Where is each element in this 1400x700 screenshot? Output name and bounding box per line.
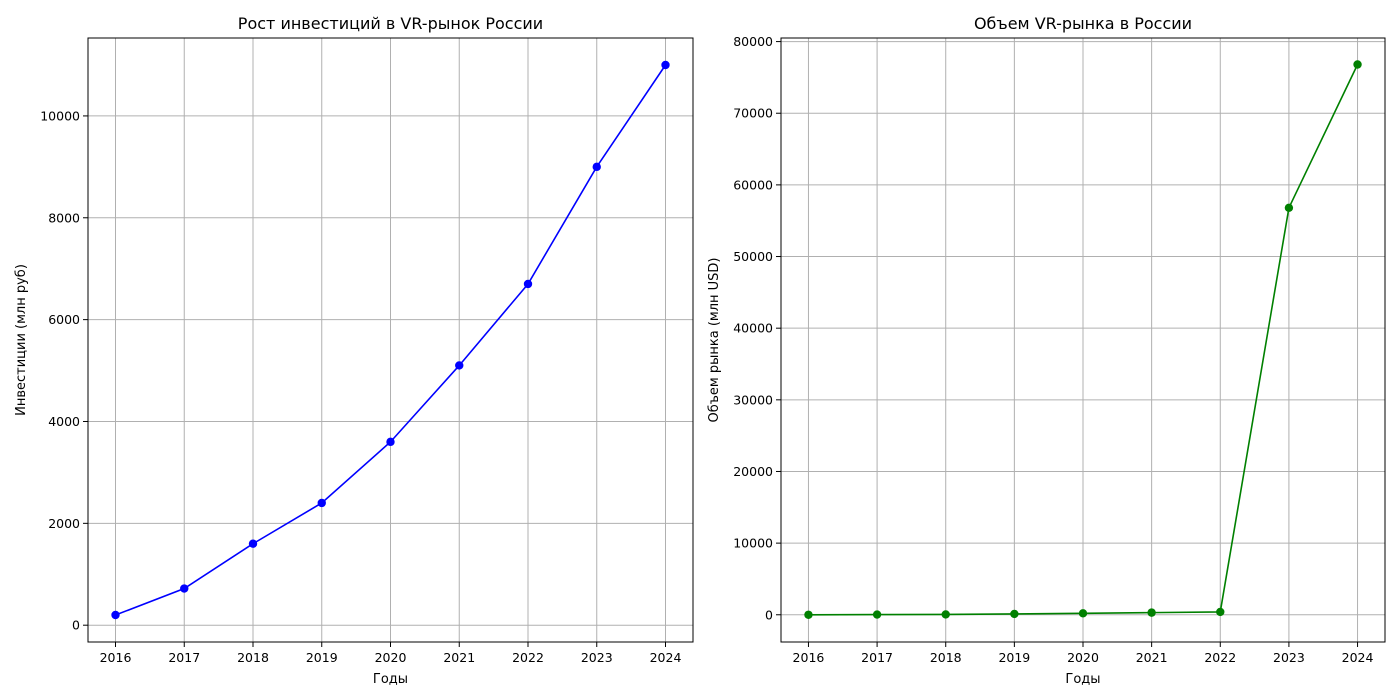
x-tick-label: 2016 (793, 650, 825, 665)
y-axis-label: Объем рынка (млн USD) (707, 257, 722, 422)
y-tick-label: 0 (72, 618, 80, 633)
x-tick-label: 2023 (581, 650, 613, 665)
y-tick-label: 10000 (40, 108, 80, 123)
y-tick-label: 30000 (733, 392, 773, 407)
y-tick-label: 6000 (48, 312, 80, 327)
data-point (1078, 609, 1088, 618)
data-point (523, 279, 533, 289)
x-tick-label: 2018 (930, 650, 962, 665)
y-tick-label: 70000 (733, 106, 773, 121)
y-tick-label: 4000 (48, 414, 80, 429)
y-tick-label: 40000 (733, 321, 773, 336)
y-tick-label: 60000 (733, 177, 773, 192)
x-tick-label: 2021 (443, 650, 475, 665)
y-tick-label: 10000 (733, 536, 773, 551)
x-tick-label: 2019 (998, 650, 1030, 665)
market-volume-chart: 2016 2017 2018 2019 2020 2021 2022 2023 2024 0 100… (707, 14, 1386, 687)
data-point (1284, 203, 1294, 213)
x-tick-label: 2018 (237, 650, 269, 665)
data-point (592, 162, 601, 172)
x-axis-label: Годы (373, 672, 408, 687)
data-point (1216, 607, 1225, 617)
y-tick-label: 80000 (733, 34, 773, 49)
x-tick-label: 2020 (1067, 650, 1099, 665)
y-axis-label: Инвестиции (млн руб) (14, 264, 29, 416)
y-tick-label: 8000 (48, 210, 80, 225)
x-tick-label: 2019 (306, 650, 338, 665)
x-tick-label: 2022 (512, 650, 544, 665)
y-tick-label: 50000 (733, 249, 773, 264)
data-point (180, 584, 189, 593)
plot-frame (87, 37, 694, 643)
investment-chart: 2016 2017 2018 2019 2020 2021 2022 2023 2024 0 200… (14, 14, 694, 687)
data-point (455, 361, 464, 370)
data-point (872, 610, 882, 619)
data-point (941, 610, 950, 619)
data-point (1353, 60, 1362, 69)
x-tick-label: 2017 (861, 650, 893, 665)
y-tick-label: 20000 (733, 464, 773, 479)
chart-title: Рост инвестиций в VR-рынок России (238, 14, 543, 33)
x-tick-label: 2024 (1342, 650, 1374, 665)
x-tick-label: 2020 (375, 650, 407, 665)
x-tick-label: 2024 (650, 650, 682, 665)
data-point (317, 498, 326, 508)
y-tick-label: 0 (765, 607, 773, 622)
data-point (111, 610, 120, 620)
data-point (804, 610, 813, 619)
x-tick-label: 2023 (1273, 650, 1305, 665)
y-tick-label: 2000 (48, 516, 80, 531)
data-point (661, 60, 670, 70)
x-tick-label: 2022 (1204, 650, 1236, 665)
chart-title: Объем VR-рынка в России (974, 14, 1192, 33)
x-tick-label: 2016 (100, 650, 132, 665)
data-point (1010, 609, 1019, 619)
data-point (386, 437, 395, 447)
x-tick-label: 2021 (1136, 650, 1168, 665)
data-point (248, 539, 258, 548)
data-point (1147, 608, 1156, 617)
x-axis-label: Годы (1065, 672, 1100, 687)
x-tick-label: 2017 (168, 650, 200, 665)
plot-frame (780, 37, 1386, 643)
